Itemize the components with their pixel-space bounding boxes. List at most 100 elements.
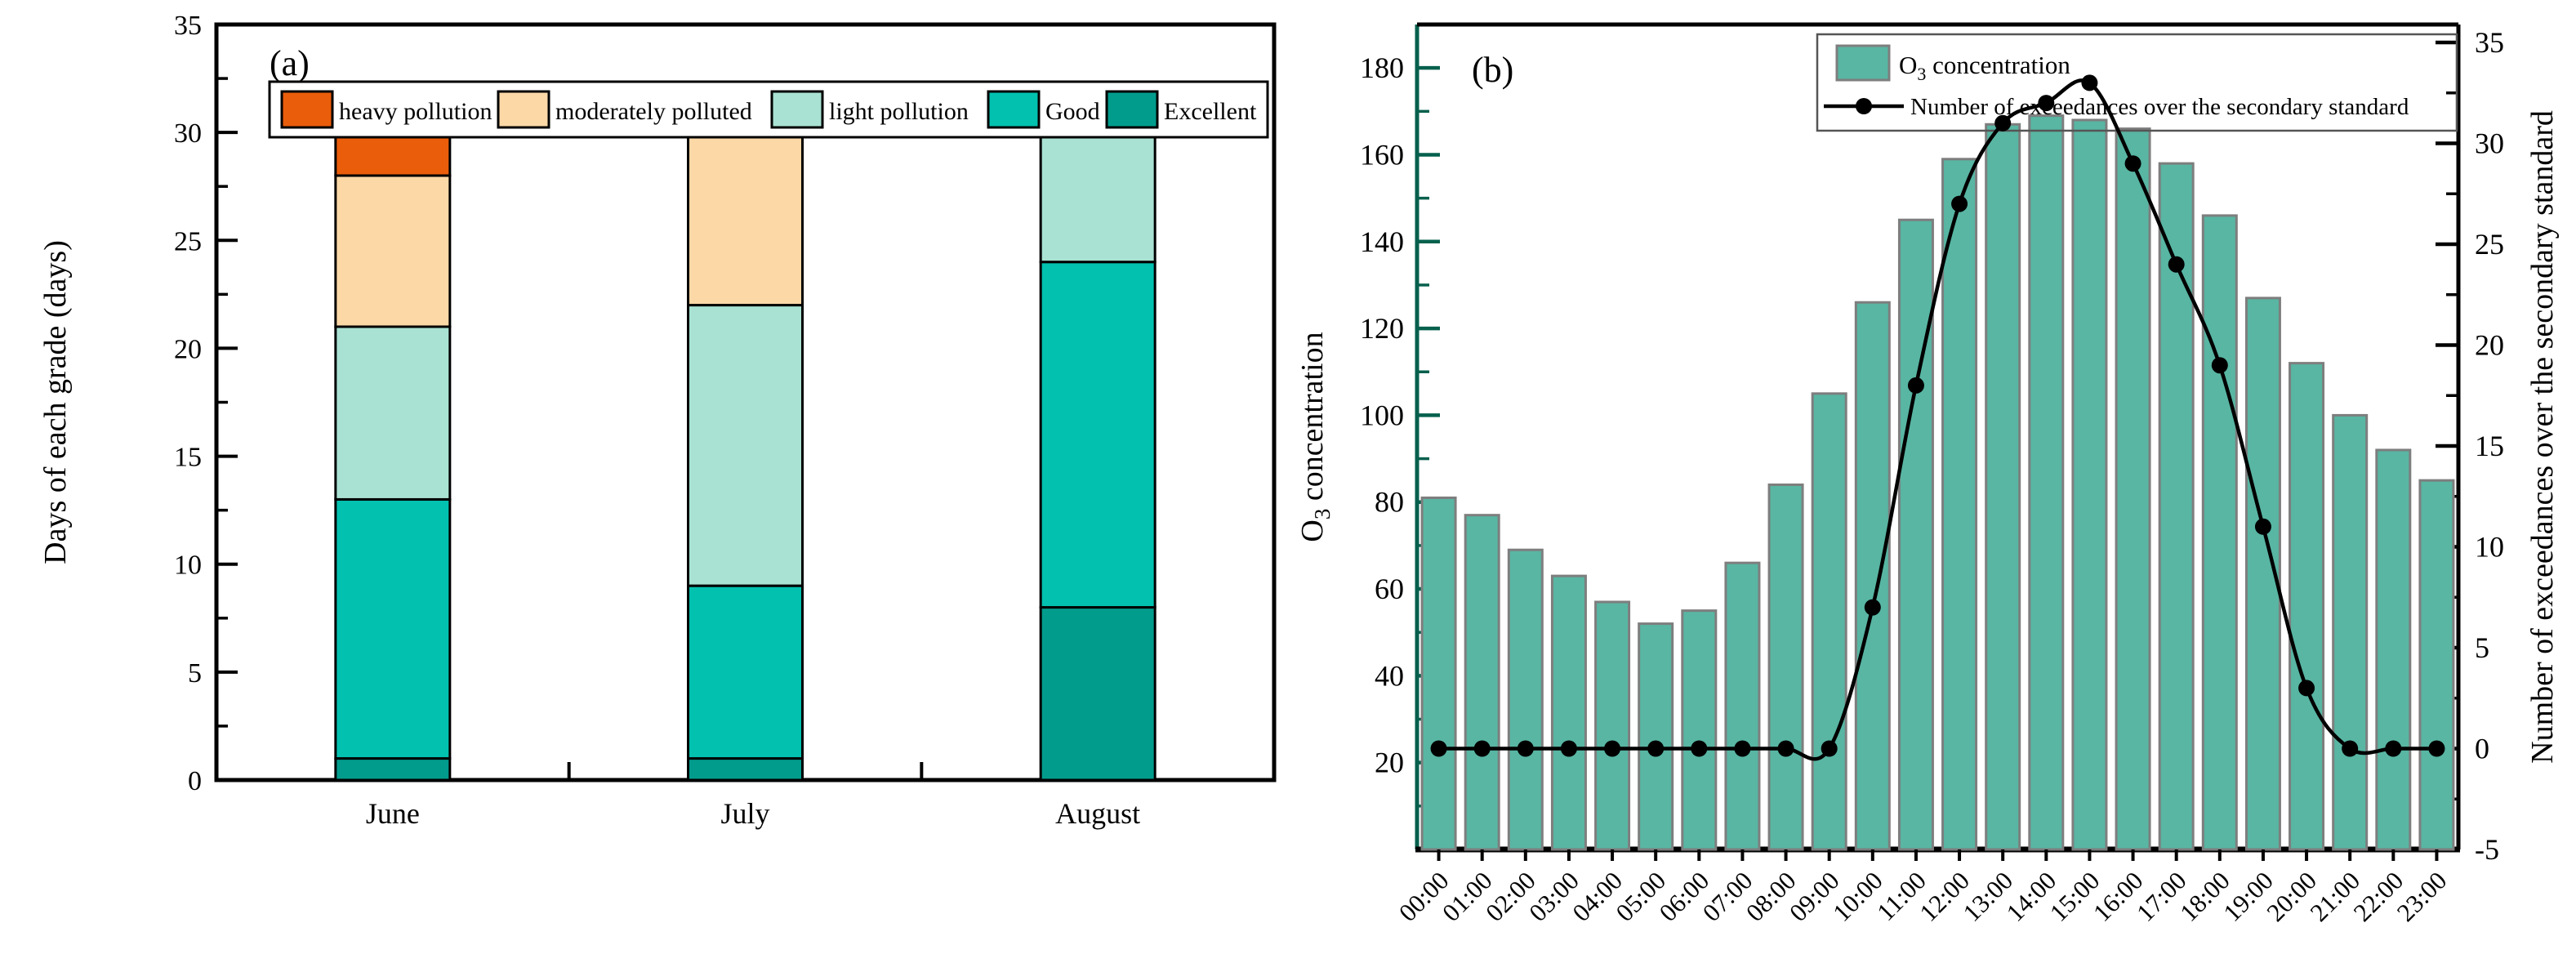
legend-dot-sample	[1856, 98, 1872, 114]
exceedance-dot-02:00	[1517, 740, 1534, 757]
bar-02:00	[1507, 548, 1544, 851]
legend-label: heavy pollution	[339, 98, 492, 125]
exceedance-dot-08:00	[1777, 740, 1794, 757]
bar-segment-July-moderately-polluted	[687, 109, 804, 307]
exceedance-dot-19:00	[2254, 518, 2271, 535]
x-time-label: 14:00	[2001, 866, 2062, 927]
legend-label: light pollution	[829, 98, 969, 125]
bar-04:00	[1594, 600, 1631, 851]
x-time-label: 04:00	[1567, 866, 1628, 927]
exceedance-dot-04:00	[1604, 740, 1621, 757]
y-axis-title: Days of each grade (days)	[38, 240, 73, 564]
y-tick-label: 30	[174, 118, 202, 149]
right-tick-label: 10	[2475, 531, 2504, 564]
exceedance-dot-14:00	[2038, 95, 2055, 112]
y-tick-label: 35	[174, 11, 202, 41]
bar-16:00	[2115, 127, 2151, 851]
y-tick-label: 15	[174, 443, 202, 473]
y-tick-label: 5	[188, 658, 202, 689]
x-time-label: 05:00	[1610, 866, 1671, 927]
legend-label: Good	[1045, 98, 1100, 125]
exceedance-dot-18:00	[2211, 357, 2228, 374]
legend-swatch-Excellent	[1105, 90, 1159, 129]
exceedance-dot-11:00	[1907, 377, 1924, 394]
right-tick-label: 15	[2475, 430, 2504, 462]
x-time-label: 00:00	[1393, 866, 1455, 927]
x-time-label: 01:00	[1437, 866, 1498, 927]
x-time-label: 22:00	[2348, 866, 2409, 927]
bar-14:00	[2028, 114, 2065, 851]
x-time-label: 13:00	[1957, 866, 2018, 927]
exceedance-dot-12:00	[1951, 195, 1968, 212]
y-tick-label: 20	[174, 334, 202, 364]
x-time-label: 09:00	[1784, 866, 1845, 927]
bar-segment-July-Excellent	[687, 757, 804, 782]
left-tick-label: 20	[1375, 747, 1404, 779]
bar-segment-August-Excellent	[1039, 606, 1157, 782]
exceedance-dot-05:00	[1647, 740, 1665, 757]
right-tick-label: 0	[2475, 733, 2489, 765]
bar-13:00	[1985, 123, 2021, 851]
bar-11:00	[1897, 218, 1934, 851]
exceedance-dot-09:00	[1821, 740, 1838, 757]
panel-b-ozone-hourly-chart: 20 40 60 80 100 120 140 160 180 -5 0 5 10 15 20 25 30 35 0…	[1295, 22, 2560, 927]
left-axis-title: O3 concentration	[1295, 332, 1335, 542]
left-tick-label: 40	[1375, 659, 1404, 692]
legend-swatch-light-pollution	[770, 90, 824, 129]
bar-08:00	[1767, 483, 1804, 851]
exceedance-dot-13:00	[1994, 114, 2012, 132]
x-time-label: 18:00	[2174, 866, 2235, 927]
legend-label-exceedances: Number of exceedances over the secondary…	[1910, 94, 2409, 120]
left-tick-label: 120	[1360, 312, 1404, 345]
legend-box	[268, 80, 1269, 139]
y-tick-label: 25	[174, 226, 202, 256]
exceedance-dot-17:00	[2168, 256, 2185, 273]
y-tick-label: 10	[174, 551, 202, 581]
right-tick-label: 5	[2475, 631, 2489, 664]
bar-09:00	[1811, 392, 1847, 851]
bar-segment-June-Excellent	[334, 757, 452, 782]
panel-label-b: (b)	[1472, 50, 1513, 90]
left-tick-label: 100	[1360, 399, 1404, 431]
x-time-label: 11:00	[1871, 866, 1932, 926]
bar-segment-June-light-pollution	[334, 325, 452, 501]
bar-segment-August-Good	[1039, 261, 1157, 609]
legend-swatch-o3	[1835, 44, 1891, 82]
x-category-label: August	[1055, 797, 1140, 830]
legend-label: moderately polluted	[555, 98, 752, 125]
x-time-label: 10:00	[1827, 866, 1888, 927]
x-time-label: 17:00	[2131, 866, 2192, 927]
x-time-label: 19:00	[2217, 866, 2279, 927]
exceedance-dot-01:00	[1473, 740, 1491, 757]
left-tick-label: 180	[1360, 51, 1404, 84]
exceedance-dot-23:00	[2428, 740, 2445, 757]
right-tick-label: 20	[2475, 329, 2504, 362]
bar-05:00	[1638, 622, 1674, 851]
y-tick-label: 0	[188, 766, 202, 796]
x-time-label: 06:00	[1654, 866, 1715, 927]
bar-segment-June-Good	[334, 497, 452, 760]
exceedance-dot-21:00	[2342, 740, 2359, 757]
bar-23:00	[2418, 479, 2455, 851]
bar-segment-July-Good	[687, 584, 804, 760]
bar-12:00	[1941, 158, 1978, 851]
exceedance-dot-07:00	[1734, 740, 1751, 757]
bar-18:00	[2201, 214, 2238, 851]
bar-03:00	[1550, 574, 1587, 851]
exceedance-dot-03:00	[1560, 740, 1577, 757]
left-tick-label: 140	[1360, 225, 1404, 258]
bar-segment-June-moderately-polluted	[334, 174, 452, 328]
right-tick-label: -5	[2475, 833, 2499, 866]
bar-15:00	[2071, 118, 2108, 851]
x-time-label: 23:00	[2391, 866, 2453, 927]
x-time-label: 20:00	[2261, 866, 2322, 927]
exceedance-dot-00:00	[1430, 740, 1447, 757]
bar-01:00	[1464, 514, 1500, 851]
legend-swatch-heavy-pollution	[280, 90, 334, 129]
bar-07:00	[1724, 561, 1761, 851]
legend-label-o3: O3 concentration	[1899, 51, 2070, 84]
panel-label-a: (a)	[270, 43, 310, 83]
x-time-label: 21:00	[2304, 866, 2365, 927]
right-axis-title: Number of exceedances over the secondary…	[2525, 110, 2560, 764]
bar-20:00	[2289, 362, 2325, 851]
